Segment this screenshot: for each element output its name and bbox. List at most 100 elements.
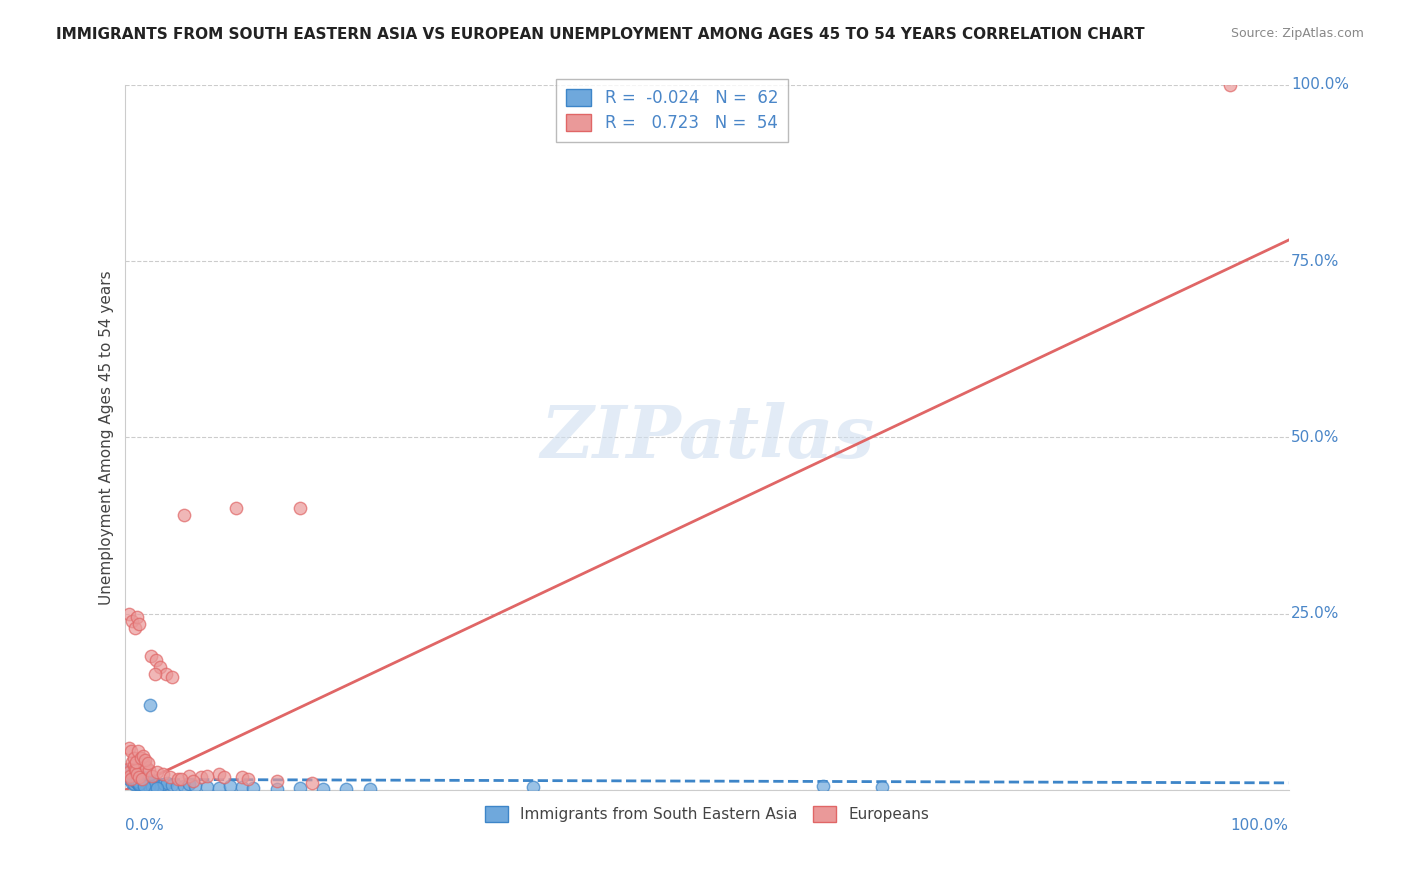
Point [118,740,141,755]
Point [146,776,169,790]
Point [155,666,177,681]
Point [139,774,162,789]
Point [236,772,259,787]
Point [127,776,149,790]
Point [143,666,166,681]
Point [149,779,172,793]
Point [120,769,142,783]
Point [156,776,179,790]
Point [118,765,141,780]
Point [124,762,146,776]
Point [138,776,160,790]
Point [522,780,544,794]
Text: 50.0%: 50.0% [1291,430,1340,445]
Point [127,744,149,758]
Point [134,779,156,793]
Point [166,780,188,794]
Point [120,770,142,784]
Point [129,776,152,790]
Point [160,670,183,684]
Text: 75.0%: 75.0% [1291,253,1340,268]
Point [129,751,152,765]
Point [121,767,143,781]
Point [146,765,169,780]
Point [170,772,193,787]
Point [124,774,146,789]
Point [138,780,160,794]
Point [117,769,139,783]
Text: 100.0%: 100.0% [1230,818,1289,833]
Point [219,780,242,794]
Text: 25.0%: 25.0% [1291,607,1340,621]
Point [125,772,148,786]
Point [132,756,155,771]
Point [135,780,157,794]
Point [190,770,212,784]
Point [127,767,149,781]
Point [120,772,142,787]
Text: 0.0%: 0.0% [125,818,165,833]
Point [129,775,152,789]
Point [118,772,141,787]
Point [195,769,218,783]
Point [127,774,149,789]
Point [122,772,145,787]
Point [118,607,141,621]
Point [146,780,169,795]
Text: 100.0%: 100.0% [1291,78,1348,93]
Point [117,765,139,780]
Point [138,763,160,777]
Point [131,773,153,788]
Point [136,756,159,771]
Point [134,779,156,793]
Point [195,780,218,794]
Point [135,760,157,774]
Point [121,755,143,769]
Point [128,617,150,632]
Point [225,500,247,515]
Point [121,614,143,628]
Point [132,771,155,785]
Point [132,770,155,784]
Point [159,770,181,784]
Point [312,781,335,796]
Point [870,780,893,794]
Point [120,770,142,784]
Point [125,755,148,769]
Point [121,776,143,790]
Point [335,782,357,797]
Point [242,780,264,795]
Point [173,508,195,522]
Point [266,781,288,796]
Point [139,698,162,713]
Point [813,780,835,794]
Point [120,762,142,776]
Point [134,753,156,767]
Point [127,610,149,624]
Point [136,777,159,791]
Point [143,778,166,792]
Point [120,767,142,781]
Text: IMMIGRANTS FROM SOUTH EASTERN ASIA VS EUROPEAN UNEMPLOYMENT AMONG AGES 45 TO 54 : IMMIGRANTS FROM SOUTH EASTERN ASIA VS EU… [56,27,1144,42]
Point [160,778,183,792]
Point [173,779,195,793]
Point [207,780,229,795]
Point [127,775,149,789]
Point [120,744,142,758]
Point [152,767,174,781]
Point [141,780,163,794]
Point [149,659,172,673]
Point [122,751,145,765]
Point [179,777,201,791]
Point [153,777,176,791]
Point [288,500,311,515]
Point [145,652,167,666]
Point [166,772,188,787]
Point [231,780,253,794]
Point [128,777,150,791]
Point [301,776,323,790]
Point [124,772,146,786]
Point [266,774,288,789]
Point [132,778,155,792]
Point [128,778,150,792]
